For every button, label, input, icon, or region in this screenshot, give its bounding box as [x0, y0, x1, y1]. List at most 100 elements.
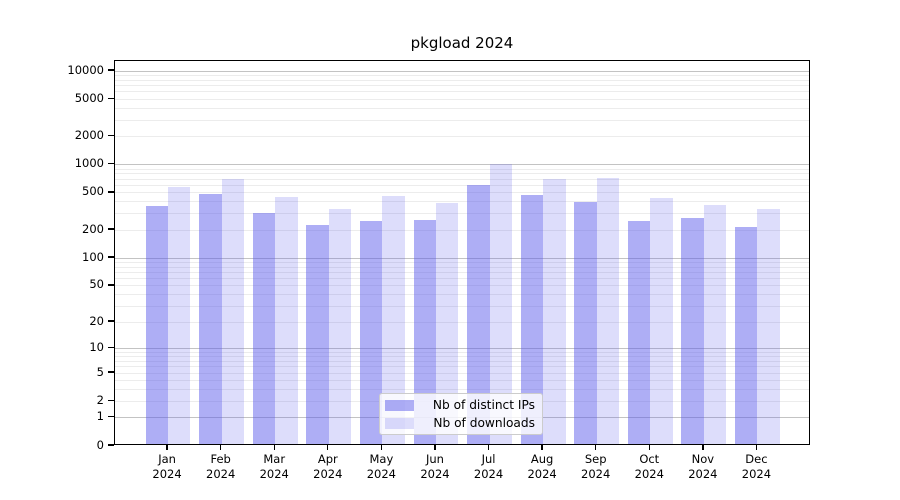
y-tick-mark — [107, 284, 114, 286]
y-tick-label: 2000 — [74, 128, 104, 143]
bar-downloads-jun — [435, 202, 459, 445]
y-tick-label: 5 — [96, 364, 104, 379]
y-tick-label: 1 — [96, 409, 104, 424]
distinct-ips-swatch — [385, 399, 414, 411]
bar-downloads-oct — [650, 197, 673, 445]
y-tick-label: 10 — [89, 339, 104, 354]
gridline-major — [114, 257, 809, 259]
bar-downloads-jul — [489, 163, 512, 445]
gridline-minor — [114, 173, 809, 175]
bar-downloads-sep — [596, 177, 620, 445]
y-tick-mark — [107, 163, 114, 165]
y-tick-mark — [107, 320, 114, 322]
y-tick-mark — [107, 399, 114, 401]
gridline-minor — [114, 389, 809, 391]
legend-item-distinct-ips: Nb of distinct IPs — [385, 398, 535, 413]
bar-distinct-ips-jul — [467, 184, 490, 445]
y-tick-label: 5000 — [74, 90, 104, 105]
x-tick-mark — [755, 445, 758, 450]
gridline-minor — [114, 79, 809, 81]
x-tick-label: Jul 2024 — [473, 452, 504, 481]
gridline-major — [114, 347, 809, 349]
gridline-minor — [114, 321, 809, 323]
bar-distinct-ips-apr — [306, 225, 329, 445]
gridline-minor — [114, 271, 809, 273]
gridline-minor — [114, 229, 809, 231]
gridline-minor — [114, 107, 809, 109]
plot-area — [113, 59, 810, 445]
x-tick-label: Apr 2024 — [313, 452, 343, 481]
y-tick-mark — [107, 256, 114, 258]
y-tick-mark — [107, 416, 114, 418]
x-tick-mark — [380, 445, 383, 450]
gridline-minor — [114, 98, 809, 100]
x-tick-label: Feb 2024 — [206, 452, 236, 481]
gridline-minor — [114, 261, 809, 263]
x-tick-mark — [219, 445, 222, 450]
x-tick-label: Dec 2024 — [741, 452, 772, 481]
x-tick-mark — [166, 445, 168, 450]
x-tick-mark — [648, 445, 650, 450]
gridline-minor — [114, 91, 809, 93]
legend-label-distinct-ips: Nb of distinct IPs — [432, 398, 535, 412]
y-tick-label: 100 — [82, 249, 104, 264]
y-tick-mark — [107, 371, 114, 373]
chart-title: pkgload 2024 — [410, 34, 514, 52]
x-tick-label: Aug 2024 — [527, 452, 557, 481]
y-tick-label: 2 — [96, 392, 104, 407]
x-tick-mark — [702, 445, 704, 450]
y-tick-mark — [107, 97, 114, 99]
gridline-minor — [114, 85, 809, 87]
gridline-minor — [114, 178, 809, 180]
y-tick-label: 20 — [89, 313, 104, 328]
bar-distinct-ips-sep — [574, 201, 597, 445]
x-tick-mark — [273, 445, 275, 450]
bar-downloads-may — [382, 195, 405, 445]
gridline-minor — [114, 360, 809, 362]
y-tick-label: 50 — [89, 277, 104, 292]
y-tick-mark — [107, 444, 114, 446]
x-tick-label: Oct 2024 — [634, 452, 664, 481]
bar-distinct-ips-jan — [145, 205, 169, 445]
bar-downloads-nov — [703, 204, 727, 445]
gridline-minor — [114, 185, 809, 186]
bar-downloads-feb — [221, 179, 245, 445]
gridline-minor — [114, 351, 809, 353]
gridline-minor — [114, 201, 809, 203]
y-tick-label: 1000 — [74, 156, 104, 171]
gridline-minor — [114, 119, 809, 121]
bar-distinct-ips-mar — [252, 212, 276, 445]
gridline-minor — [114, 192, 809, 194]
bar-distinct-ips-nov — [681, 217, 704, 445]
y-tick-mark — [107, 134, 114, 137]
gridline-minor — [114, 305, 809, 307]
downloads-swatch — [385, 417, 414, 429]
gridline-minor — [114, 278, 809, 280]
legend-label-downloads: Nb of downloads — [433, 416, 535, 430]
x-tick-mark — [487, 445, 490, 450]
x-tick-label: Jun 2024 — [420, 452, 450, 481]
gridline-minor — [114, 168, 809, 170]
gridline-minor — [114, 285, 809, 287]
bar-downloads-apr — [328, 208, 352, 445]
gridline-minor — [114, 379, 809, 381]
y-tick-label: 200 — [82, 221, 104, 236]
x-tick-mark — [434, 445, 436, 450]
y-tick-label: 10000 — [67, 62, 104, 77]
x-tick-mark — [594, 445, 597, 450]
gridline-minor — [114, 356, 809, 358]
gridline-minor — [114, 366, 809, 368]
x-tick-label: Nov 2024 — [688, 452, 718, 481]
gridline-minor — [114, 136, 809, 138]
bar-distinct-ips-jun — [413, 219, 436, 445]
bar-downloads-jan — [168, 186, 191, 445]
bar-downloads-mar — [275, 196, 298, 445]
gridline-major — [114, 164, 809, 166]
gridline-minor — [114, 294, 809, 296]
bar-downloads-aug — [543, 178, 566, 445]
gridline-minor — [114, 74, 809, 76]
gridline-major — [114, 70, 809, 72]
gridline-minor — [114, 266, 809, 268]
legend-item-downloads: Nb of downloads — [385, 416, 535, 431]
